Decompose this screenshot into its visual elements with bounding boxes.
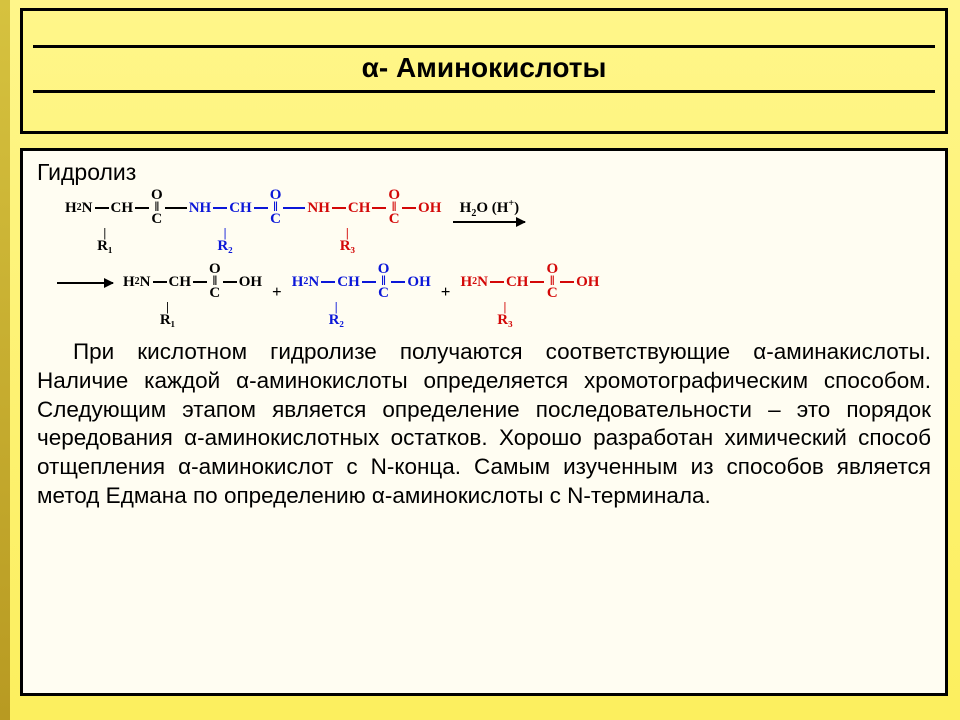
plus-icon: +	[441, 282, 451, 302]
residue-3: NHCH O‖C OH | R₃	[307, 190, 441, 254]
title-inner: α- Аминокислоты	[33, 45, 935, 93]
reaction-row-2: H2NCH O‖C OH | R₁ + H2NCH O‖C OH |	[45, 264, 931, 328]
product-1: H2NCH O‖C OH | R₁	[123, 264, 262, 328]
arrow-line-icon	[57, 282, 113, 284]
plus-icon: +	[272, 282, 282, 302]
product-3: H2NCH O‖C OH | R₃	[460, 264, 599, 328]
title-container: α- Аминокислоты	[20, 8, 948, 134]
reaction-row-1: H2NCH O‖C | R₁ NHCH O‖C | R₂	[65, 190, 931, 254]
residue-1: H2NCH O‖C | R₁	[65, 190, 189, 254]
body-paragraph: При кислотном гидролизе получаются соотв…	[37, 338, 931, 511]
product-2: H2NCH O‖C OH | R₂	[292, 264, 431, 328]
slide-title: α- Аминокислоты	[362, 52, 607, 83]
residue-2: NHCH O‖C | R₂	[189, 190, 308, 254]
reaction-arrow-top: H2O (H+)	[453, 198, 525, 223]
arrow-line-icon	[453, 221, 525, 223]
reagent-label: H2O (H+)	[460, 198, 519, 219]
reaction-arrow-bottom	[57, 282, 113, 284]
section-heading: Гидролиз	[37, 159, 931, 186]
content-container: Гидролиз H2NCH O‖C | R₁ NHCH O‖C	[20, 148, 948, 696]
